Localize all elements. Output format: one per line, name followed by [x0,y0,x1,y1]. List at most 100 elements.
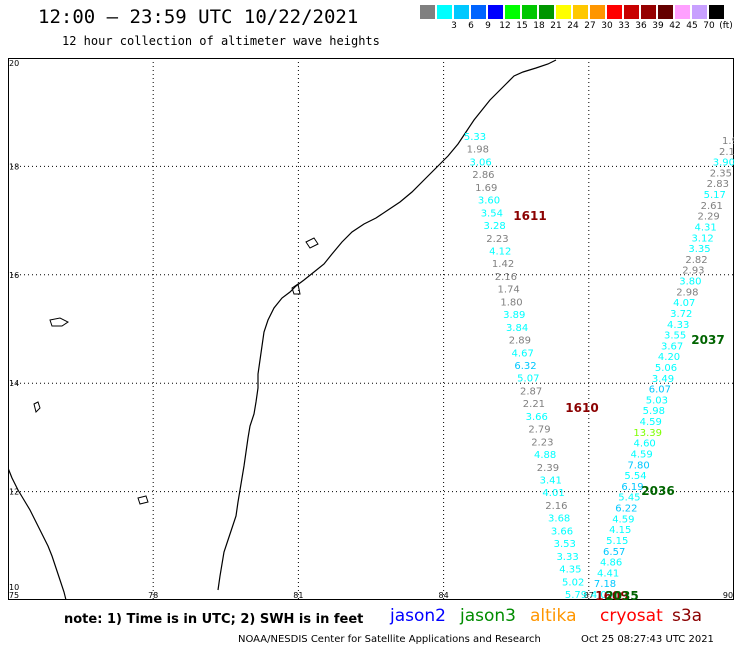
track-value-label: 4.59 [630,449,652,460]
legend-label: 18 [533,21,545,31]
track-value-label: 4.31 [694,222,716,233]
lon-tick-label: 84 [439,591,449,600]
west-coast-fragment [8,467,67,600]
lat-tick-label: 10 [9,583,19,592]
track-value-label: 2.23 [486,234,508,245]
track-value-label: 6.57 [603,547,625,558]
track-value-label: 4.41 [597,568,619,579]
track-value-label: 5.33 [464,132,486,143]
island-fragment [137,495,149,505]
track-value-label: 13.39 [633,428,662,439]
legend-label: 6 [468,21,474,31]
legend-s3a: s3a [672,606,703,626]
credit-line: NOAA/NESDIS Center for Satellite Applica… [238,634,541,645]
legend-label: 27 [584,21,596,31]
track-value-label: 3.90 [713,158,734,169]
pass-time-label: 1610 [565,401,598,415]
track-value-label: 3.84 [506,323,528,334]
track-value-label: 2.93 [682,266,704,277]
legend-swatch [658,5,673,19]
footer-note: note: 1) Time is in UTC; 2) SWH is in fe… [64,612,364,627]
track-value-label: 3.53 [554,539,576,550]
track-value-label: 7.80 [627,460,649,471]
track-value-label: 5.17 [704,190,726,201]
map-title: 12:00 – 23:59 UTC 10/22/2021 [38,6,359,28]
track-value-label: 2.39 [537,463,559,474]
track-value-label: 5.03 [646,395,668,406]
track-value-label: 4.88 [534,450,556,461]
legend-jason3: jason3 [460,606,516,626]
track-value-label: 3.68 [548,514,570,525]
legend-label: 15 [516,21,528,31]
track-value-label: 7.18 [594,579,616,590]
legend-jason2: jason2 [390,606,446,626]
legend-label: 3 [451,21,457,31]
lon-tick-label: 75 [9,591,19,600]
legend-swatch [607,5,622,19]
legend-swatch [675,5,690,19]
legend-swatch [471,5,486,19]
track-value-label: 2.61 [701,201,723,212]
track-value-label: 5.07 [517,374,539,385]
legend-label: 70 [703,21,715,31]
legend-altika: altika [530,606,577,626]
lat-lon-grid [8,58,734,600]
color-legend: 3 6 9 12 15 18 21 24 27 30 33 36 39 42 45 70 (ft) [420,5,733,33]
track-value-label: 5.45 [618,493,640,504]
track-value-label: 2.87 [520,386,542,397]
lat-tick-label: 14 [9,379,19,388]
generation-timestamp: Oct 25 08:27:43 UTC 2021 [581,634,714,645]
lon-tick-label: 78 [148,591,158,600]
track-value-label: 3.35 [688,244,710,255]
pass-time-label: 2035 [605,589,638,600]
coastline [8,59,557,600]
island-fragment [291,283,301,295]
track-value-label: 3.66 [526,412,548,423]
track-value-label: 5.06 [655,363,677,374]
legend-swatch [454,5,469,19]
track-value-label: 2.1 [719,147,734,158]
track-value-label: 2.86 [472,170,494,181]
legend-label: 39 [652,21,664,31]
lat-tick-label: 18 [9,162,19,171]
track-value-label: 4.01 [542,488,564,499]
track-value-label: 5.02 [562,577,584,588]
track-value-label: 1.69 [475,183,497,194]
lat-tick-label: 16 [9,271,19,280]
island-fragment [305,237,319,249]
wave-height-map: 75 78 81 84 87 90 20 18 16 14 12 10 5.33 1.983.06 2.8… [8,58,734,600]
lat-tick-label: 20 [9,59,19,68]
legend-swatch [590,5,605,19]
track-value-label: 3.89 [503,310,525,321]
track-value-label: 3.49 [652,374,674,385]
track-value-label: 4.59 [640,417,662,428]
legend-label: 24 [567,21,579,31]
legend-swatch [488,5,503,19]
track-value-label: 1.74 [498,285,520,296]
legend-swatch [420,5,435,19]
legend-label: 9 [485,21,491,31]
legend-label: 42 [669,21,681,31]
track-value-label: 3.66 [551,526,573,537]
track-value-label: 2.35 [710,168,732,179]
track-value-label: 5.79 [565,590,587,600]
track-value-label: 6.19 [621,482,643,493]
track-value-label: 3.28 [484,221,506,232]
legend-swatch [437,5,452,19]
axis-tick-labels: 75 78 81 84 87 90 20 18 16 14 12 10 [9,59,733,600]
island-fragment [49,317,69,327]
track-value-label: 1.42 [492,259,514,270]
legend-swatch [624,5,639,19]
track-value-label: 6.32 [514,361,536,372]
track-value-label: 3.54 [481,208,503,219]
legend-label: 21 [550,21,562,31]
island-fragment [33,401,41,413]
track-value-label: 3.12 [691,233,713,244]
track-value-label: 4.12 [489,247,511,258]
lat-tick-label: 12 [9,488,19,497]
legend-swatch [539,5,554,19]
track-value-label: 2.82 [685,255,707,266]
track-value-label: 1.9 [722,136,734,147]
lon-tick-label: 87 [584,591,594,600]
track-value-label: 5.98 [643,406,665,417]
